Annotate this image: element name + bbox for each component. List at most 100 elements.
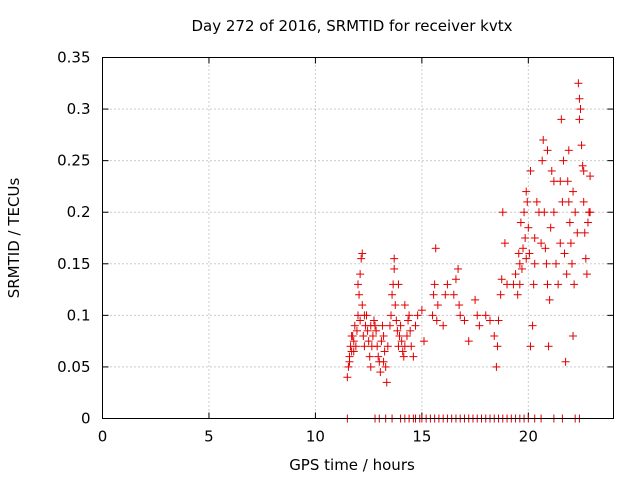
data-point (439, 321, 448, 330)
data-point (586, 172, 595, 181)
data-point (530, 234, 539, 242)
data-point (547, 166, 556, 175)
data-point (494, 316, 503, 325)
data-point (532, 197, 541, 206)
data-point (429, 290, 438, 299)
data-points (343, 79, 595, 423)
data-point (566, 239, 575, 248)
data-point (393, 326, 402, 335)
chart-title: Day 272 of 2016, SRMTID for receiver kvt… (192, 17, 513, 35)
data-point (433, 301, 442, 310)
data-point (564, 197, 573, 206)
data-point (560, 249, 569, 258)
data-point (581, 254, 590, 263)
x-tick-label: 20 (519, 428, 538, 446)
data-point (432, 316, 441, 325)
data-point (411, 321, 420, 330)
data-point (345, 357, 354, 366)
data-point (454, 264, 463, 273)
x-tick-label: 15 (412, 428, 431, 446)
data-point (520, 208, 529, 217)
data-point (366, 321, 375, 330)
data-point (402, 331, 411, 340)
data-point (522, 187, 531, 196)
data-point (561, 357, 570, 366)
data-point (497, 275, 506, 284)
data-point (544, 342, 553, 351)
data-point (369, 316, 378, 325)
data-point (396, 321, 405, 330)
data-point (373, 342, 382, 351)
data-point (390, 264, 399, 273)
data-point (557, 115, 566, 124)
data-point (567, 259, 576, 268)
data-point (529, 280, 538, 289)
data-point (486, 316, 495, 325)
data-point (565, 218, 574, 227)
data-point (409, 352, 418, 361)
data-point (347, 331, 356, 340)
data-point (374, 352, 383, 361)
plot-frame (102, 57, 614, 419)
data-point (563, 177, 572, 186)
data-point (405, 311, 414, 320)
data-point (524, 223, 533, 232)
data-point (378, 321, 387, 330)
data-point (580, 228, 589, 237)
data-point (449, 290, 458, 299)
data-point (571, 208, 580, 217)
data-point (391, 301, 400, 310)
data-point (381, 362, 390, 371)
data-point (360, 342, 369, 351)
data-point (344, 362, 353, 371)
data-point (360, 311, 369, 320)
x-tick-label: 0 (98, 428, 108, 446)
data-point (456, 311, 465, 320)
data-point (380, 347, 389, 356)
data-point (358, 249, 367, 258)
data-point (385, 321, 394, 330)
data-point (343, 373, 352, 382)
y-tick-label: 0.3 (67, 100, 91, 118)
data-point (515, 259, 524, 268)
data-point (376, 368, 385, 377)
data-point (575, 115, 584, 124)
data-point (443, 280, 452, 289)
data-point (556, 239, 565, 248)
data-point (537, 239, 546, 248)
data-point (379, 357, 388, 366)
data-point (569, 187, 578, 196)
data-point (359, 331, 368, 340)
data-point (526, 166, 535, 175)
data-point (513, 290, 522, 299)
data-point (357, 254, 366, 263)
data-point (400, 301, 409, 310)
data-point (539, 136, 548, 145)
y-axis-label: SRMTID / TECUs (5, 178, 23, 299)
data-point (404, 316, 413, 325)
data-point (451, 275, 460, 284)
data-point (522, 254, 531, 263)
data-point (523, 197, 532, 206)
data-point (545, 295, 554, 304)
y-tick-label: 0.25 (57, 152, 90, 170)
x-tick-label: 10 (306, 428, 325, 446)
data-point (365, 352, 374, 361)
data-point (431, 244, 440, 253)
data-point (552, 259, 561, 268)
data-point (356, 316, 365, 325)
data-point (350, 321, 359, 330)
data-point (562, 270, 571, 279)
data-point (556, 177, 565, 186)
data-point (583, 218, 592, 227)
x-axis-label: GPS time / hours (289, 456, 415, 474)
data-point (455, 301, 464, 310)
data-point (516, 218, 525, 227)
data-point (496, 290, 505, 299)
data-point (525, 249, 534, 258)
data-point (528, 321, 537, 330)
data-point (356, 270, 365, 279)
data-point (349, 347, 358, 356)
data-point (554, 280, 563, 289)
